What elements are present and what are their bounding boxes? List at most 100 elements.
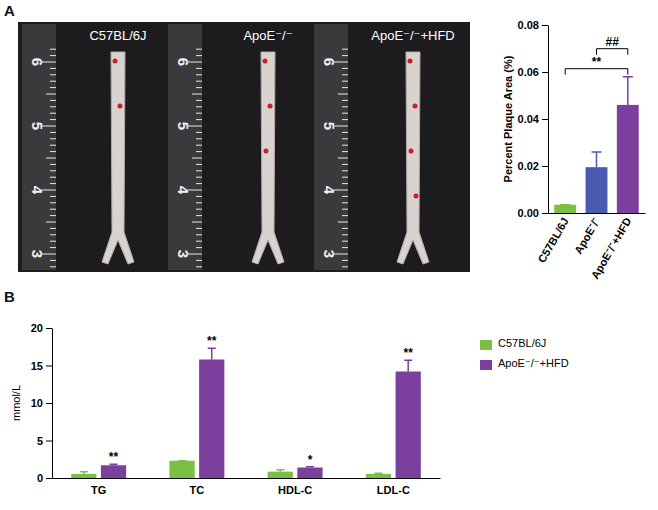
y-tick-mark bbox=[542, 119, 548, 120]
error-bar bbox=[592, 152, 602, 167]
x-tick-label: HDL-C bbox=[278, 484, 312, 496]
ruler-tick bbox=[196, 145, 202, 146]
ruler-tick bbox=[46, 94, 56, 95]
y-axis-title: Percent Plaque Area (%) bbox=[502, 55, 514, 182]
ruler-tick bbox=[50, 196, 56, 197]
photo-label: C57BL/6J bbox=[89, 28, 146, 43]
legend-label: ApoE⁻/⁻+HFD bbox=[498, 357, 569, 369]
ruler-tick bbox=[338, 94, 348, 95]
ruler-tick bbox=[50, 68, 56, 69]
legend-swatch bbox=[480, 360, 492, 370]
y-tick-label: 5 bbox=[37, 435, 43, 447]
plaque-spot bbox=[413, 104, 418, 109]
ruler-tick bbox=[342, 100, 348, 101]
x-tick: TG bbox=[91, 478, 106, 496]
y-tick-label: 0.00 bbox=[518, 207, 539, 219]
ruler-number: 3 bbox=[29, 250, 46, 258]
y-tick: 0.06 bbox=[518, 66, 548, 78]
x-tick-label: TG bbox=[91, 484, 106, 496]
ruler-tick bbox=[342, 228, 348, 229]
ruler-tick bbox=[196, 106, 202, 107]
bar bbox=[586, 167, 608, 213]
y-tick: 0.02 bbox=[518, 160, 548, 172]
aorta-tube bbox=[397, 52, 429, 264]
bar bbox=[268, 472, 293, 478]
bar bbox=[396, 372, 421, 479]
x-tick-label: C57BL/6J bbox=[535, 215, 570, 264]
ruler-number: 4 bbox=[29, 186, 46, 195]
ruler-tick bbox=[50, 49, 56, 50]
ruler-tick bbox=[196, 260, 202, 261]
ruler-tick bbox=[342, 106, 348, 107]
ruler-number: 6 bbox=[175, 58, 192, 66]
ruler-tick bbox=[342, 74, 348, 75]
ruler-tick bbox=[50, 170, 56, 171]
chart-b: 05101520TGTCHDL-CLDL-Cmmol/L*******C57BL… bbox=[10, 322, 569, 496]
plaque-spot bbox=[268, 104, 273, 109]
plot-marks bbox=[71, 348, 421, 478]
ruler-number: 4 bbox=[321, 186, 338, 195]
ruler-tick bbox=[342, 119, 348, 120]
error-bar bbox=[404, 360, 412, 371]
photo-label: ApoE⁻/⁻ bbox=[243, 28, 292, 43]
plaque-spot bbox=[263, 59, 268, 64]
bar bbox=[366, 474, 391, 478]
bar bbox=[554, 205, 576, 213]
ruler-tick bbox=[342, 113, 348, 114]
ruler-tick bbox=[196, 241, 202, 242]
ruler-tick bbox=[196, 209, 202, 210]
ruler-tick bbox=[196, 74, 202, 75]
ruler-tick bbox=[50, 177, 56, 178]
legend: C57BL/6JApoE⁻/⁻+HFD bbox=[480, 337, 569, 370]
ruler-number: 5 bbox=[29, 122, 46, 130]
ruler-tick bbox=[50, 241, 56, 242]
photo: 654365436543C57BL/6JApoE⁻/⁻ApoE⁻/⁻+HFD bbox=[18, 22, 470, 272]
y-axis-line bbox=[548, 26, 549, 214]
error-bar bbox=[374, 472, 382, 474]
y-tick: 10 bbox=[31, 397, 52, 409]
ruler-tick bbox=[342, 68, 348, 69]
x-tick-label: ApoE⁻/⁻ bbox=[572, 215, 602, 255]
ruler-number: 6 bbox=[29, 58, 46, 66]
ruler-tick bbox=[50, 138, 56, 139]
y-tick-label: 0.06 bbox=[518, 66, 539, 78]
y-tick-mark bbox=[46, 441, 52, 442]
error-bar bbox=[560, 204, 570, 206]
ruler-tick bbox=[196, 228, 202, 229]
y-tick: 0 bbox=[37, 472, 52, 484]
ruler-tick bbox=[342, 247, 348, 248]
ruler-tick bbox=[342, 241, 348, 242]
ruler: 6543 bbox=[314, 24, 348, 270]
aorta-tube bbox=[102, 52, 134, 264]
error-bar bbox=[623, 77, 633, 105]
error-bar bbox=[208, 348, 216, 359]
y-tick-mark bbox=[542, 213, 548, 214]
aorta-tube bbox=[252, 52, 284, 264]
x-tick: ApoE⁻/⁻+HFD bbox=[589, 213, 634, 281]
ruler-tick bbox=[50, 209, 56, 210]
ruler: 6 5 4 3 bbox=[22, 24, 56, 270]
x-tick: C57BL/6J bbox=[535, 213, 570, 265]
ruler: 6543 bbox=[168, 24, 202, 270]
ruler-tick bbox=[50, 81, 56, 82]
ruler-tick bbox=[50, 87, 56, 88]
bar bbox=[297, 468, 322, 479]
y-tick-mark bbox=[46, 403, 52, 404]
ruler-tick bbox=[50, 164, 56, 165]
ruler-tick bbox=[196, 183, 202, 184]
x-tick-label: TC bbox=[190, 484, 205, 496]
x-tick: ApoE⁻/⁻ bbox=[572, 213, 602, 256]
ruler-tick bbox=[196, 151, 202, 152]
ruler-tick bbox=[46, 222, 56, 223]
ruler-tick bbox=[50, 132, 56, 133]
ruler-tick bbox=[342, 145, 348, 146]
ruler-tick bbox=[196, 177, 202, 178]
photo-background bbox=[18, 22, 470, 272]
bar bbox=[169, 461, 194, 478]
ruler-number: 4 bbox=[175, 186, 192, 195]
plaque-spot bbox=[408, 59, 413, 64]
y-tick-mark bbox=[542, 166, 548, 167]
aorta bbox=[102, 52, 134, 264]
ruler-tick bbox=[342, 49, 348, 50]
ruler-tick bbox=[50, 234, 56, 235]
